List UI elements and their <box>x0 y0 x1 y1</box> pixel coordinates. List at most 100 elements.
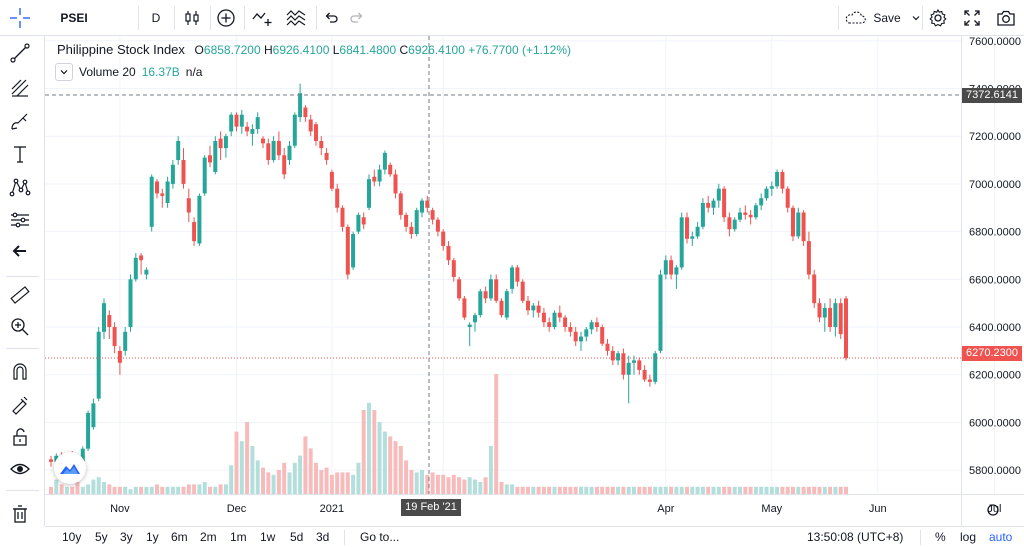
log-scale-toggle[interactable]: log <box>960 530 977 544</box>
volume-bar <box>70 486 75 494</box>
volume-bar <box>504 484 509 494</box>
redo-icon <box>350 12 363 23</box>
candle-body <box>700 202 705 227</box>
candle-body <box>329 171 334 189</box>
volume-bar <box>409 470 414 494</box>
candle-body <box>462 298 467 318</box>
settings-button[interactable] <box>924 0 952 36</box>
crosshair-tool[interactable] <box>5 3 35 33</box>
volume-bar <box>478 482 483 494</box>
legend-title: Philippine Stock Index <box>57 42 185 57</box>
undo-button[interactable] <box>318 0 344 36</box>
interval-button[interactable]: D <box>142 0 170 36</box>
volume-bar <box>170 486 175 494</box>
save-button[interactable]: Save <box>842 0 922 36</box>
auto-scale-toggle[interactable]: auto <box>989 530 1013 544</box>
volume-bar <box>54 479 59 494</box>
zoom-tool[interactable] <box>5 312 35 342</box>
range-6m[interactable]: 6m <box>171 530 188 544</box>
range-1w[interactable]: 1w <box>260 530 276 544</box>
stay-in-drawing-mode-tool[interactable] <box>5 389 35 419</box>
chart-svg[interactable]: 7600.00007400.00007200.00007000.00006800… <box>45 36 1024 526</box>
volume-bar <box>647 486 652 494</box>
chart-type-button[interactable] <box>178 0 206 36</box>
pattern-tool[interactable] <box>5 172 35 202</box>
candle-body <box>144 269 149 275</box>
volume-bar <box>91 479 96 494</box>
volume-bar <box>510 484 515 494</box>
brush-tool[interactable] <box>5 106 35 136</box>
low-key: L <box>332 43 340 57</box>
volume-bar <box>345 472 350 494</box>
volume-bar <box>706 486 711 494</box>
range-10y[interactable]: 10y <box>62 530 82 544</box>
volume-bar <box>176 486 181 494</box>
candles-icon <box>185 11 199 25</box>
candle-body <box>276 140 281 156</box>
lock-drawings-tool[interactable] <box>5 422 35 452</box>
range-1y[interactable]: 1y <box>146 530 159 544</box>
redo-button[interactable] <box>344 0 370 36</box>
volume-bar <box>653 486 658 494</box>
templates-button[interactable] <box>282 0 312 36</box>
volume-bar <box>367 402 371 494</box>
hide-drawings-tool[interactable] <box>5 454 35 484</box>
percent-scale-toggle[interactable]: % <box>935 530 946 544</box>
indicators-button[interactable] <box>248 0 278 36</box>
candle-body <box>176 140 181 161</box>
magnet-tool[interactable] <box>5 356 35 386</box>
fullscreen-button[interactable] <box>958 0 986 36</box>
candle-body <box>563 317 568 328</box>
candle-body <box>218 138 223 149</box>
compare-add-symbol-button[interactable] <box>212 0 240 36</box>
range-2m[interactable]: 2m <box>200 530 217 544</box>
volume-bar <box>107 484 112 494</box>
volume-bar <box>536 486 541 494</box>
measure-tool[interactable] <box>5 280 35 310</box>
symbol-search-button[interactable]: PSEI <box>52 0 96 36</box>
tradingview-logo[interactable] <box>54 452 86 484</box>
candle-body <box>541 312 546 323</box>
candle-body <box>202 157 207 194</box>
candle-body <box>658 274 663 351</box>
templates-icon <box>286 10 306 26</box>
gear-icon <box>929 8 947 27</box>
legend: Philippine Stock Index O6858.7200 H6926.… <box>57 42 571 57</box>
candle-body <box>844 298 848 359</box>
volume-bar <box>314 462 318 494</box>
clock-label[interactable]: 13:50:08 (UTC+8) <box>807 530 904 544</box>
goto-button[interactable]: Go to... <box>360 530 400 544</box>
volume-bar <box>769 486 774 494</box>
range-5y[interactable]: 5y <box>95 530 108 544</box>
volume-bar <box>202 482 207 494</box>
text-tool[interactable] <box>5 139 35 169</box>
collapse-legend-button[interactable] <box>55 63 73 81</box>
candle-body <box>303 107 308 118</box>
volume-bar <box>165 486 170 494</box>
range-1m[interactable]: 1m <box>230 530 247 544</box>
candle-body <box>155 181 159 194</box>
fib-tool[interactable] <box>5 73 35 103</box>
prediction-tool[interactable] <box>5 205 35 235</box>
x-tick-label: 2021 <box>320 503 344 515</box>
candle-body <box>356 214 361 232</box>
volume-bar <box>144 486 149 494</box>
volume-bar <box>499 482 504 494</box>
text-icon <box>14 146 26 163</box>
remove-drawings-tool[interactable] <box>5 499 35 529</box>
candle-body <box>292 114 297 146</box>
hide-toolbar-button[interactable] <box>5 236 35 266</box>
candle-body <box>123 331 128 351</box>
trendline-tool[interactable] <box>5 38 35 68</box>
range-5d[interactable]: 5d <box>290 530 304 544</box>
volume-bar <box>319 470 324 494</box>
y-tick-label: 6600.0000 <box>969 274 1021 286</box>
candle-body <box>536 305 541 313</box>
high-value: 6926.4100 <box>272 43 330 57</box>
chart-pane[interactable]: 7600.00007400.00007200.00007000.00006800… <box>45 36 1024 526</box>
snapshot-button[interactable] <box>992 0 1020 36</box>
axis-settings-icon[interactable] <box>987 504 999 516</box>
range-3d[interactable]: 3d <box>316 530 330 544</box>
range-3y[interactable]: 3y <box>120 530 133 544</box>
candle-body <box>759 198 764 206</box>
